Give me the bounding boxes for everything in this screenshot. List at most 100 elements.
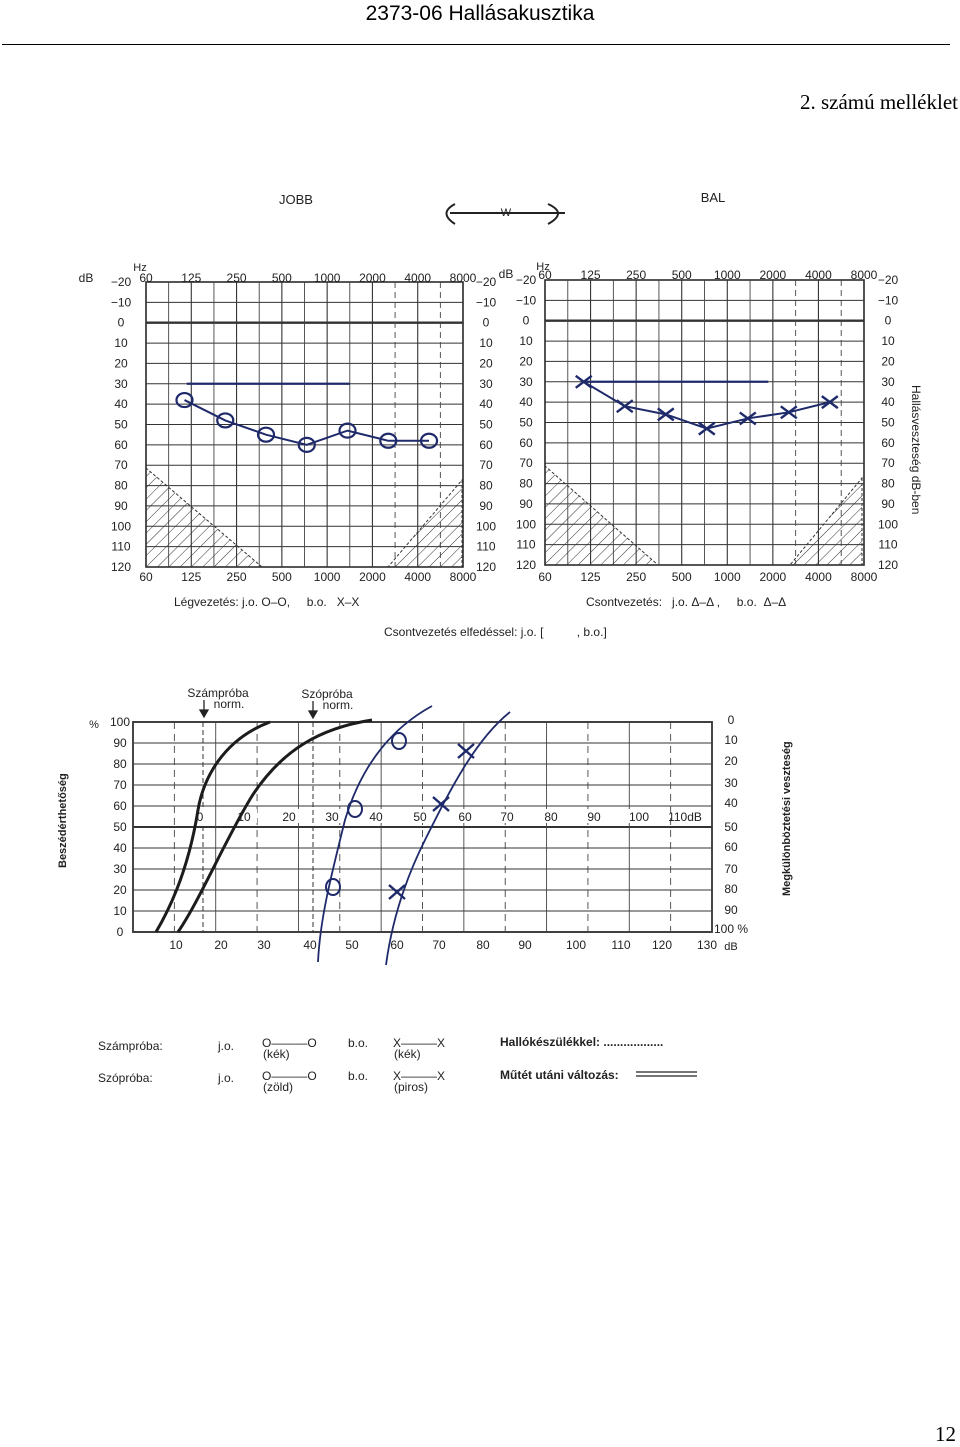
percent-tick-label: 30 bbox=[113, 862, 127, 876]
numbers-x-symbol: X———X bbox=[393, 1036, 445, 1050]
discrimination-tick-label: 50 bbox=[724, 820, 738, 834]
numbers-jo: j.o. bbox=[217, 1039, 234, 1053]
freq-tick-label: 8000 bbox=[851, 268, 878, 282]
left-ear-speech-curve bbox=[385, 711, 511, 966]
left-ear-title: BAL bbox=[701, 190, 726, 205]
inner-db-tick-label: 0 bbox=[197, 810, 204, 824]
discrimination-tick-label: 30 bbox=[724, 776, 738, 790]
freq-tick-label: 2000 bbox=[760, 570, 787, 584]
left-hatch-low bbox=[544, 464, 660, 566]
db-tick-label: 110 bbox=[878, 538, 897, 552]
freq-tick-label: 125 bbox=[181, 271, 201, 285]
words-jo: j.o. bbox=[217, 1071, 234, 1085]
db-tick-label: −10 bbox=[111, 295, 132, 309]
db-tick-label: 10 bbox=[519, 334, 533, 348]
speech-curves bbox=[154, 705, 511, 966]
x-mark bbox=[698, 421, 716, 436]
freq-tick-label: 8000 bbox=[851, 570, 878, 584]
discrimination-tick-label: 60 bbox=[724, 840, 738, 854]
db-tick-label: −20 bbox=[878, 273, 899, 287]
numbers-norm-label: Számpróba norm. bbox=[187, 686, 249, 711]
speech-legend: Számpróba: Szópróba: j.o. j.o. O———O O——… bbox=[98, 1035, 697, 1094]
db-tick-label: 20 bbox=[519, 354, 533, 368]
inner-db-tick-label: 110dB bbox=[668, 810, 702, 824]
inner-db-tick-bg bbox=[407, 809, 433, 823]
percent-tick-label: 90 bbox=[113, 736, 127, 750]
left-db-label: dB bbox=[499, 267, 514, 281]
right-hatch-high bbox=[386, 478, 463, 568]
words-red: (piros) bbox=[394, 1080, 428, 1094]
right-ear-air-conduction-marks bbox=[175, 382, 439, 453]
speech-audiogram-grid: 1009080706050403020100010203040506070809… bbox=[110, 713, 748, 952]
freq-tick-label: 2000 bbox=[760, 268, 787, 282]
svg-text:norm.: norm. bbox=[214, 697, 245, 711]
db-tick-label: 60 bbox=[881, 436, 895, 450]
percent-tick-label: 50 bbox=[113, 820, 127, 834]
freq-tick-label: 2000 bbox=[359, 570, 386, 584]
discrimination-tick-label: 10 bbox=[724, 733, 738, 747]
x-mark bbox=[388, 884, 406, 900]
discrimination-tick-label: 80 bbox=[724, 882, 738, 896]
right-hz-label: Hz bbox=[133, 262, 146, 274]
db-tick-label: 20 bbox=[479, 356, 493, 370]
freq-tick-label: 125 bbox=[581, 268, 601, 282]
o-mark bbox=[325, 878, 341, 896]
freq-tick-label: 1000 bbox=[314, 271, 341, 285]
db-tick-label: 40 bbox=[479, 397, 493, 411]
left-ear-air-conduction-marks bbox=[575, 374, 839, 436]
db-tick-label: 50 bbox=[479, 418, 493, 432]
db-tick-label: −10 bbox=[476, 295, 497, 309]
numbers-blue: (kék) bbox=[263, 1047, 290, 1061]
left-hz-label: Hz bbox=[536, 261, 549, 273]
db-tick-label: 40 bbox=[519, 395, 533, 409]
o-mark bbox=[379, 432, 398, 449]
freq-tick-label: 8000 bbox=[450, 271, 477, 285]
x-mark bbox=[432, 796, 450, 812]
db-tick-label: 20 bbox=[114, 356, 128, 370]
speech-intelligibility-axis-label: Beszédérthetőség bbox=[57, 773, 69, 868]
o-mark bbox=[391, 732, 407, 750]
discrimination-tick-label: 20 bbox=[724, 754, 738, 768]
post-op-double-line bbox=[636, 1071, 697, 1077]
bottom-db-tick-label: 80 bbox=[476, 938, 490, 952]
air-conduction-legend: Légvezetés: j.o. O–O, b.o. X–X bbox=[174, 595, 359, 609]
percent-tick-label: 20 bbox=[113, 883, 127, 897]
freq-tick-label: 125 bbox=[181, 570, 201, 584]
right-ear-title: JOBB bbox=[279, 192, 313, 207]
page-number: 12 bbox=[935, 1422, 956, 1446]
db-tick-label: 30 bbox=[479, 377, 493, 391]
numbers-x-blue: (kék) bbox=[394, 1047, 421, 1061]
o-mark bbox=[297, 436, 316, 453]
inner-db-tick-bg bbox=[363, 809, 389, 823]
percent-tick-label: 80 bbox=[113, 757, 127, 771]
db-tick-label: −10 bbox=[516, 293, 537, 307]
percent-tick-label: 60 bbox=[113, 799, 127, 813]
db-tick-label: 30 bbox=[881, 375, 895, 389]
freq-tick-label: 4000 bbox=[805, 570, 832, 584]
bottom-db-unit: dB bbox=[724, 941, 737, 953]
db-tick-label: −20 bbox=[111, 275, 132, 289]
inner-db-tick-bg bbox=[276, 809, 302, 823]
bottom-db-tick-label: 40 bbox=[303, 938, 317, 952]
inner-db-tick-label: 70 bbox=[500, 810, 514, 824]
freq-tick-label: 500 bbox=[272, 570, 292, 584]
freq-tick-label: 250 bbox=[227, 570, 247, 584]
discrimination-loss-axis-label: Megkülönböztetési veszteség bbox=[781, 741, 793, 896]
db-tick-label: 120 bbox=[476, 560, 496, 574]
words-green: (zöld) bbox=[263, 1080, 293, 1094]
bottom-db-tick-label: 60 bbox=[390, 938, 404, 952]
words-x-symbol: X———X bbox=[393, 1069, 445, 1083]
bottom-db-tick-label: 30 bbox=[257, 938, 271, 952]
discrimination-tick-label: 90 bbox=[724, 903, 738, 917]
inner-db-tick-bg bbox=[452, 809, 478, 823]
freq-tick-label: 250 bbox=[626, 268, 646, 282]
right-audiogram-grid: −20 −20 −10 −10 0 0 10 10 20 20 30 30 40 40 50 50 60 60 70… bbox=[111, 271, 497, 584]
freq-tick-label: 250 bbox=[227, 271, 247, 285]
freq-tick-label: 500 bbox=[672, 268, 692, 282]
x-mark bbox=[821, 395, 839, 410]
db-tick-label: −20 bbox=[516, 273, 537, 287]
hearing-aid-label: Hallókészülékkel: .................. bbox=[500, 1035, 663, 1049]
bottom-db-tick-label: 100 bbox=[566, 938, 586, 952]
hearing-loss-axis-label: Hallásveszteség dB-ben bbox=[909, 385, 923, 514]
words-test-label: Szópróba: bbox=[98, 1071, 153, 1085]
